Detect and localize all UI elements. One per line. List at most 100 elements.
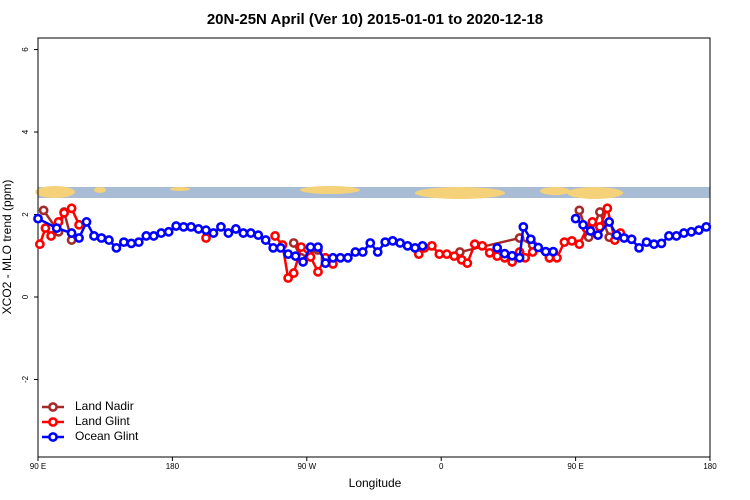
point (387, 236, 398, 246)
point (298, 257, 308, 267)
point (499, 248, 510, 259)
point (208, 228, 219, 238)
point (126, 238, 137, 249)
x-tick-label: 0 (439, 462, 444, 471)
point (186, 221, 196, 232)
point (525, 234, 536, 245)
point (89, 231, 99, 241)
point (46, 231, 56, 241)
point (619, 233, 630, 243)
point (216, 221, 226, 232)
point (593, 230, 603, 241)
point (275, 243, 286, 253)
point (201, 233, 211, 243)
point (288, 238, 299, 248)
point (507, 250, 518, 261)
point (40, 223, 51, 234)
point (656, 238, 667, 249)
point (260, 235, 271, 245)
point (602, 203, 613, 214)
point (566, 236, 577, 246)
point (365, 238, 376, 248)
series (33, 213, 712, 269)
point (81, 217, 92, 227)
point (641, 237, 652, 248)
point (253, 230, 264, 241)
point (540, 246, 551, 257)
point (417, 240, 428, 251)
point (449, 251, 460, 262)
point (342, 252, 353, 263)
point (148, 231, 159, 241)
y-axis-label: XCO2 - MLO trend (ppm) (0, 180, 14, 315)
point (548, 246, 559, 257)
point (484, 247, 495, 258)
point (372, 247, 383, 257)
legend-marker (48, 417, 58, 427)
point (585, 226, 596, 236)
point (38, 205, 49, 216)
point (171, 221, 182, 231)
legend-label: Land Glint (75, 414, 130, 428)
point (693, 225, 704, 236)
x-axis-label: Longitude (349, 476, 402, 490)
point (141, 231, 152, 241)
point (66, 228, 77, 238)
y-tick-label: 0 (21, 294, 30, 299)
point (671, 231, 682, 241)
point (678, 228, 689, 238)
point (66, 203, 77, 214)
point (118, 237, 129, 248)
x-tick-label: 180 (703, 462, 717, 471)
point (34, 239, 45, 250)
point (514, 252, 525, 263)
point (492, 251, 503, 262)
point (296, 242, 307, 252)
point (434, 249, 445, 259)
point (270, 231, 280, 241)
point (611, 230, 622, 241)
point (74, 233, 84, 243)
legend-marker (48, 402, 58, 412)
legend-label: Ocean Glint (75, 429, 139, 443)
point (380, 237, 391, 248)
point (441, 249, 452, 259)
x-tick-label: 90 E (567, 462, 583, 471)
y-tick-label: 4 (21, 129, 30, 134)
point (104, 235, 114, 245)
point (156, 228, 167, 238)
point (626, 234, 637, 245)
point (574, 205, 585, 216)
point (283, 249, 294, 259)
point (587, 217, 598, 227)
point (701, 221, 712, 232)
point (578, 219, 588, 230)
point (290, 251, 301, 262)
point (178, 221, 189, 232)
point (111, 243, 122, 253)
point (634, 243, 644, 253)
point (594, 207, 605, 217)
chart-title: 20N-25N April (Ver 10) 2015-01-01 to 202… (207, 11, 543, 28)
point (96, 233, 107, 243)
point (335, 252, 346, 263)
point (283, 273, 294, 283)
y-tick-label: -2 (21, 375, 30, 383)
point (59, 207, 70, 218)
point (305, 242, 316, 252)
point (163, 226, 174, 237)
point (288, 268, 299, 278)
point (33, 213, 43, 224)
point (533, 242, 544, 253)
point (395, 238, 406, 248)
point (268, 243, 279, 253)
x-tick-label: 90 E (30, 462, 46, 471)
point (518, 221, 529, 232)
point (193, 224, 204, 234)
point (462, 258, 473, 269)
point (245, 228, 256, 238)
y-tick-label: 2 (21, 212, 30, 217)
point (686, 226, 697, 237)
point (313, 266, 323, 277)
